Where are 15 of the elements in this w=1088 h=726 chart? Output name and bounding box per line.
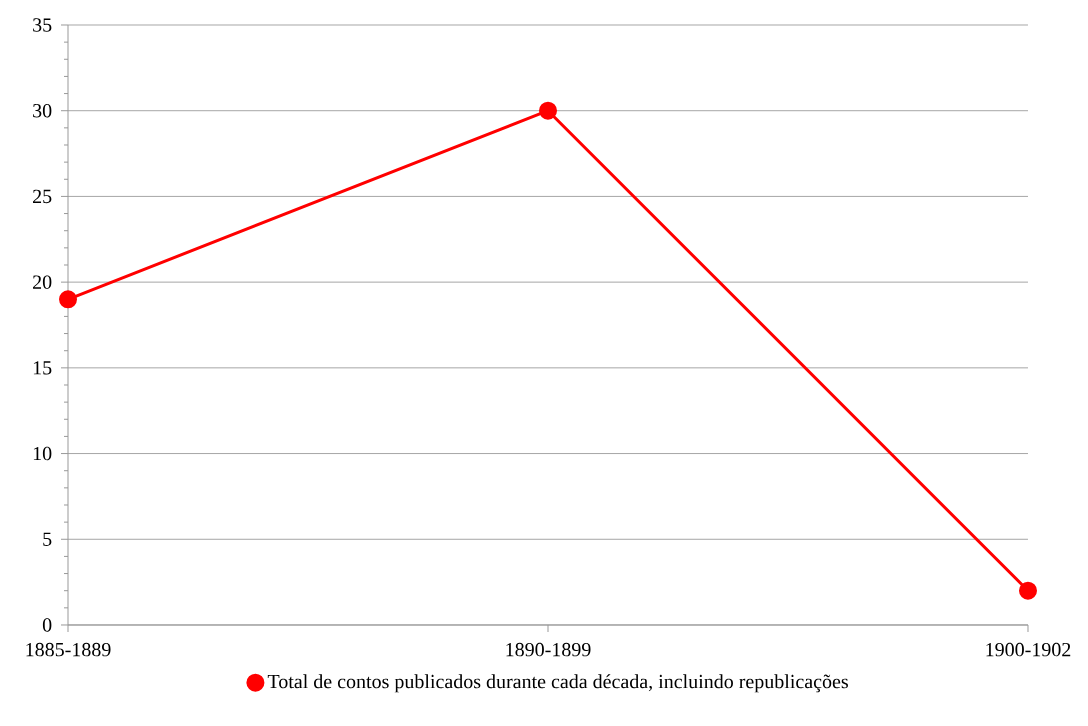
point (539, 101, 557, 120)
point (1018, 581, 1037, 600)
x-tick-label: 1900-1902 (986, 642, 1071, 657)
y-tick-label: 35 (33, 18, 52, 32)
y-tick-label: 10 (33, 446, 52, 461)
x-tick-label: 1890-1899 (506, 642, 591, 657)
y-tick-label: 0 (42, 618, 52, 632)
y-tick-label: 30 (33, 103, 52, 118)
legend-label: Total de contos publicados durante cada década, incluindo republicações (267, 674, 848, 693)
y-tick-label: 20 (33, 275, 52, 289)
x-tick-label: 1885-1889 (26, 642, 111, 657)
y-tick-label: 5 (43, 532, 52, 546)
point (59, 290, 78, 309)
y-tick-label: 25 (33, 189, 52, 204)
y-tick-label: 15 (33, 361, 52, 375)
